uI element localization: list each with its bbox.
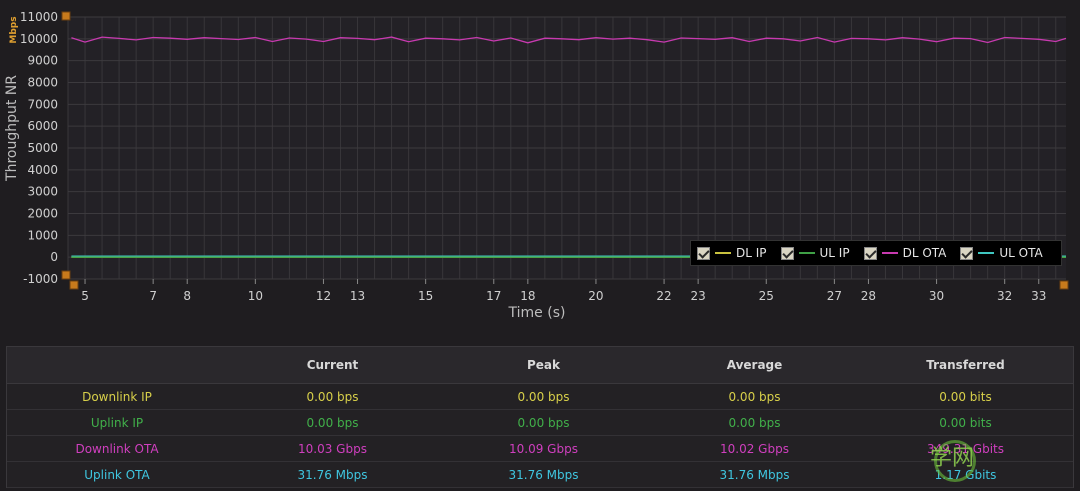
checkbox-icon[interactable] — [960, 246, 974, 260]
checkbox-icon[interactable] — [697, 246, 710, 260]
cell-current: 31.76 Mbps — [297, 467, 368, 482]
table-row: Downlink IP 0.00 bps 0.00 bps 0.00 bps 0.00 … — [7, 384, 1073, 410]
cell-current: 0.00 bps — [306, 389, 359, 404]
y-tick-label: 5000 — [27, 141, 58, 155]
chart-svg: -1000 0 1000 2000 3000 4000 5000 6000 7000 8000 90… — [4, 10, 1069, 321]
x-tick-label: 22 — [656, 289, 671, 303]
cell-average: 0.00 bps — [728, 389, 781, 404]
y-tick-label: 0 — [50, 250, 58, 264]
row-label: Downlink IP — [82, 389, 152, 404]
y-tick-label: 1000 — [27, 228, 58, 242]
x-tick-label: 25 — [759, 289, 774, 303]
y-tick-label: -1000 — [23, 272, 58, 286]
x-tick-label: 10 — [248, 289, 263, 303]
legend-swatch — [715, 252, 731, 254]
y-tick-label: 7000 — [27, 97, 58, 111]
row-label: Uplink OTA — [84, 467, 150, 482]
x-tick-label: 27 — [827, 289, 842, 303]
table-row: Uplink OTA 31.76 Mbps 31.76 Mbps 31.76 Mbps… — [7, 462, 1073, 488]
cell-transferred: 0.00 bits — [939, 415, 992, 430]
axis-handle-icon — [1059, 280, 1069, 290]
cell-peak: 0.00 bps — [517, 389, 570, 404]
y-tick-label: 2000 — [27, 207, 58, 221]
axis-handle-icon — [61, 11, 71, 21]
x-tick-label: 18 — [520, 289, 535, 303]
header-average: Average — [726, 358, 783, 372]
cell-peak: 0.00 bps — [517, 415, 570, 430]
y-tick-label: 11000 — [20, 10, 58, 24]
header-peak: Peak — [526, 358, 560, 372]
y-tick-label: 6000 — [27, 119, 58, 133]
legend-item-dl-ota[interactable]: DL OTA — [863, 246, 947, 260]
legend-swatch — [798, 252, 815, 254]
x-tick-label: 15 — [418, 289, 433, 303]
row-label: Downlink OTA — [75, 441, 159, 456]
legend-item-ul-ip[interactable]: UL IP — [780, 246, 850, 260]
stats-body: Downlink IP 0.00 bps 0.00 bps 0.00 bps 0.00 … — [7, 384, 1073, 488]
y-axis-unit: Mbps — [9, 16, 19, 43]
x-tick-label: 20 — [588, 289, 603, 303]
checkbox-icon[interactable] — [863, 246, 877, 260]
header-transferred: Transferred — [926, 358, 1005, 372]
y-axis-label: Throughput NR — [4, 75, 20, 182]
axis-handle-icon — [69, 280, 79, 290]
legend-swatch — [978, 252, 995, 254]
y-tick-label: 9000 — [27, 54, 58, 68]
table-row: Downlink OTA 10.03 Gbps 10.09 Gbps 10.02 Gb… — [7, 436, 1073, 462]
checkbox-icon[interactable] — [780, 246, 794, 260]
legend-label: UL OTA — [999, 246, 1043, 260]
cell-average: 31.76 Mbps — [719, 467, 790, 482]
legend-item-dl-ip[interactable]: DL IP — [697, 246, 767, 260]
x-tick-label: 30 — [929, 289, 944, 303]
legend-item-ul-ota[interactable]: UL OTA — [960, 246, 1043, 260]
cell-current: 0.00 bps — [306, 415, 359, 430]
legend-label: UL IP — [819, 246, 850, 260]
x-tick-label: 8 — [183, 289, 191, 303]
chart-legend: DL IP UL IP DL OTA UL OTA — [690, 240, 1062, 266]
x-tick-label: 7 — [149, 289, 157, 303]
x-tick-label: 33 — [1031, 289, 1046, 303]
y-tick-label: 10000 — [20, 32, 58, 46]
cell-peak: 10.09 Gbps — [509, 441, 578, 456]
watermark: 学网 — [930, 446, 975, 471]
x-tick-label: 13 — [350, 289, 365, 303]
legend-label: DL IP — [736, 246, 767, 260]
cell-peak: 31.76 Mbps — [508, 467, 579, 482]
x-tick-label: 32 — [997, 289, 1012, 303]
x-tick-label: 17 — [486, 289, 501, 303]
y-tick-label: 8000 — [27, 76, 58, 90]
x-tick-label: 5 — [81, 289, 89, 303]
cell-current: 10.03 Gbps — [298, 441, 367, 456]
y-tick-label: 3000 — [27, 185, 58, 199]
x-axis-label: Time (s) — [508, 305, 566, 321]
cell-average: 10.02 Gbps — [720, 441, 789, 456]
header-current: Current — [306, 358, 359, 372]
throughput-stats-table: Current Peak Average Transferred Downlin… — [6, 346, 1074, 488]
axis-handle-icon — [61, 270, 71, 280]
throughput-chart: -1000 0 1000 2000 3000 4000 5000 6000 7000 8000 90… — [0, 0, 1080, 330]
series-line-dl-ota — [71, 36, 1067, 44]
legend-label: DL OTA — [902, 246, 947, 260]
table-row: Uplink IP 0.00 bps 0.00 bps 0.00 bps 0.00 bi… — [7, 410, 1073, 436]
row-label: Uplink IP — [90, 415, 144, 430]
stats-header-row: Current Peak Average Transferred — [7, 347, 1073, 384]
x-tick-label: 23 — [690, 289, 705, 303]
legend-swatch — [881, 252, 898, 254]
x-tick-label: 12 — [316, 289, 331, 303]
cell-transferred: 0.00 bits — [939, 389, 992, 404]
x-tick-label: 28 — [861, 289, 876, 303]
y-tick-label: 4000 — [27, 163, 58, 177]
cell-average: 0.00 bps — [728, 415, 781, 430]
watermark-logo-icon — [934, 440, 976, 482]
